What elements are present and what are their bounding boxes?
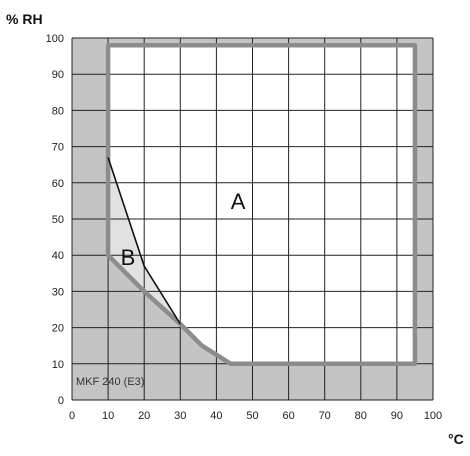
y-axis-title: % RH xyxy=(6,11,43,27)
operating-range-boundary xyxy=(105,42,418,367)
y-tick-label: 50 xyxy=(52,214,64,226)
x-tick-label: 90 xyxy=(391,410,403,422)
boundary-layer xyxy=(105,42,418,367)
x-tick-label: 70 xyxy=(319,410,331,422)
region-b-label: B xyxy=(121,245,136,270)
region-b-upper-line xyxy=(107,157,181,325)
text-layer: % RH °C A B MKF 240 (E3) xyxy=(6,11,464,447)
y-tick-label: 0 xyxy=(58,395,64,407)
y-tick-label: 80 xyxy=(52,105,64,117)
y-tick-label: 20 xyxy=(52,323,64,335)
y-tick-label: 70 xyxy=(52,142,64,154)
x-tick-label: 10 xyxy=(102,410,114,422)
tick-labels-layer: 0 10 20 30 40 50 60 70 80 90 100 0 10 20 30 40 50 60 70 80 9… xyxy=(46,33,443,422)
x-tick-label: 0 xyxy=(69,410,75,422)
x-axis-title: °C xyxy=(448,431,464,447)
region-a-label: A xyxy=(231,189,246,214)
x-tick-label: 40 xyxy=(210,410,222,422)
y-tick-label: 60 xyxy=(52,178,64,190)
x-tick-label: 80 xyxy=(355,410,367,422)
x-tick-label: 50 xyxy=(246,410,258,422)
x-tick-label: 100 xyxy=(424,410,442,422)
grid-layer xyxy=(71,37,434,401)
x-tick-label: 20 xyxy=(138,410,150,422)
y-tick-label: 100 xyxy=(46,33,64,45)
y-tick-label: 10 xyxy=(52,359,64,371)
model-label: MKF 240 (E3) xyxy=(76,376,144,388)
x-tick-label: 30 xyxy=(174,410,186,422)
y-tick-label: 40 xyxy=(52,250,64,262)
region-a-area xyxy=(108,45,415,364)
y-tick-label: 90 xyxy=(52,69,64,81)
x-tick-label: 60 xyxy=(282,410,294,422)
y-tick-label: 30 xyxy=(52,286,64,298)
